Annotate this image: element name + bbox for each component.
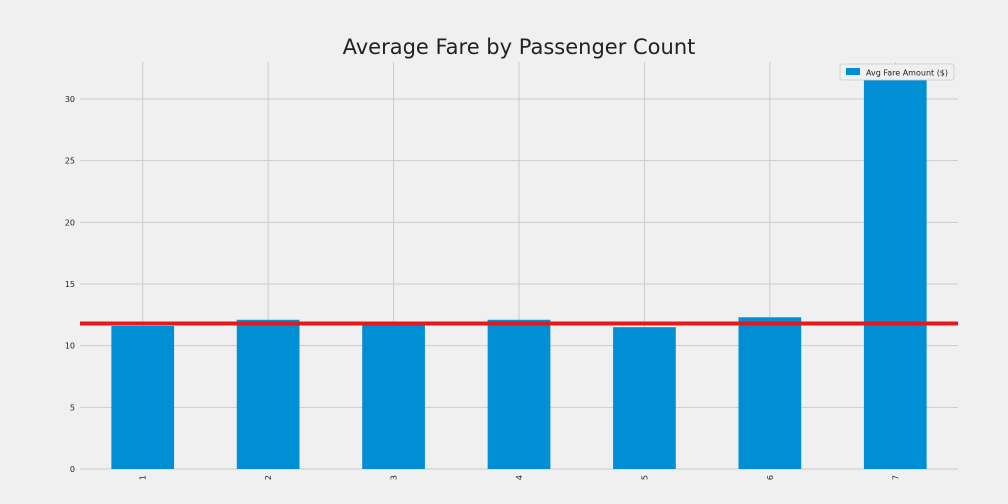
bar (738, 317, 802, 469)
x-tick-label: 5 (640, 475, 649, 480)
x-tick-label: 6 (766, 475, 775, 480)
x-tick-label: 7 (891, 475, 900, 480)
y-tick-label: 0 (70, 465, 75, 474)
bar (613, 327, 676, 469)
y-axis-ticks: 0 5 10 15 20 25 30 (65, 95, 75, 474)
bar (487, 319, 551, 469)
chart-title: Average Fare by Passenger Count (343, 35, 696, 59)
legend-label: Avg Fare Amount ($) (866, 69, 948, 78)
y-tick-label: 30 (65, 95, 75, 104)
y-tick-label: 20 (65, 218, 75, 227)
x-tick-label: 3 (390, 475, 399, 480)
y-tick-label: 25 (65, 157, 75, 166)
bar (362, 322, 425, 469)
bar (111, 325, 175, 469)
y-tick-label: 10 (65, 342, 75, 351)
y-tick-label: 5 (70, 403, 75, 412)
bar (236, 319, 300, 469)
bars (111, 79, 927, 470)
y-tick-label: 15 (65, 280, 75, 289)
legend-box (839, 63, 955, 81)
x-axis-ticks: 1 2 3 4 5 6 7 (139, 475, 901, 480)
x-tick-label: 2 (264, 475, 273, 480)
x-tick-label: 1 (139, 475, 148, 480)
bar (863, 79, 927, 470)
legend-swatch (846, 68, 860, 75)
x-tick-label: 4 (515, 475, 524, 480)
legend: Avg Fare Amount ($) (839, 63, 955, 81)
